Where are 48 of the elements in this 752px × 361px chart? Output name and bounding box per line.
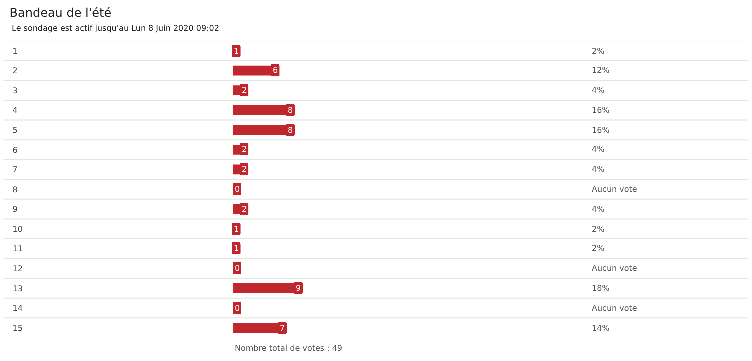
text: 4% (592, 86, 606, 95)
data-label: 6 (273, 66, 278, 75)
data-label: 8 (288, 106, 294, 115)
text: Nombre total de votes : 49 (235, 344, 343, 353)
text: Aucun vote (592, 264, 638, 273)
text: 4% (592, 145, 606, 154)
y-tick-label: 13 (12, 284, 23, 294)
text: 4% (592, 165, 606, 174)
y-tick-label: 1 (12, 46, 18, 56)
y-tick-label: 4 (12, 106, 18, 116)
data-label: 2 (242, 145, 248, 154)
data-label: 0 (235, 304, 240, 313)
data-label: 1 (234, 244, 240, 253)
data-label: 7 (280, 324, 286, 333)
data-label: 0 (235, 185, 240, 194)
y-tick-label: 3 (12, 86, 18, 96)
y-tick-label: 9 (12, 205, 18, 214)
y-tick-label: 8 (12, 185, 18, 194)
text: Bandeau de l'été (10, 6, 112, 20)
data-label: 2 (242, 205, 248, 214)
y-tick-label: 15 (12, 324, 23, 333)
text: 2% (592, 47, 606, 56)
y-tick-label: 2 (12, 66, 18, 76)
data-label: 8 (288, 126, 294, 135)
data-label: 2 (242, 165, 248, 174)
text: 2% (592, 244, 606, 253)
data-label: 9 (296, 284, 302, 293)
data-label: 1 (234, 47, 240, 56)
text: 4% (592, 205, 606, 214)
text: Aucun vote (592, 304, 638, 313)
data-label: 1 (234, 225, 240, 234)
text: Aucun vote (592, 185, 638, 194)
text: 18% (592, 284, 610, 293)
y-tick-label: 14 (12, 304, 23, 314)
data-label: 0 (235, 264, 240, 273)
text: 16% (592, 106, 610, 115)
y-tick-label: 10 (12, 224, 23, 234)
y-tick-label: 6 (12, 146, 18, 155)
text: 14% (592, 324, 610, 333)
y-tick-label: 7 (12, 166, 18, 175)
text: Le sondage est actif jusqu'au Lun 8 Juin 2020 09:02 (12, 24, 220, 33)
text: 16% (592, 126, 610, 135)
text: 2% (592, 225, 606, 234)
y-tick-label: 12 (12, 264, 23, 274)
text: 12% (592, 66, 610, 75)
y-tick-label: 11 (12, 244, 23, 254)
y-tick-label: 5 (12, 126, 18, 135)
data-label: 2 (242, 86, 248, 95)
